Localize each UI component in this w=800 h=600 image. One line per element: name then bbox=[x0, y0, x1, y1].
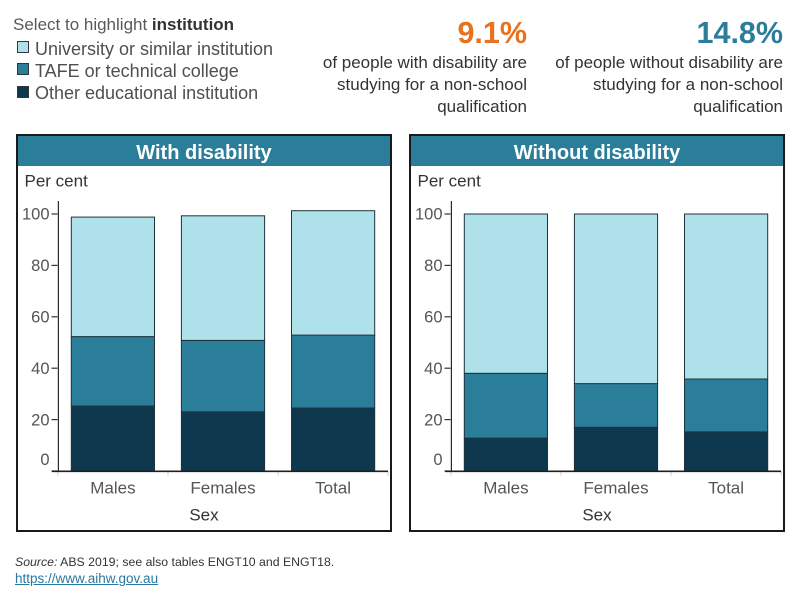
svg-text:Sex: Sex bbox=[582, 505, 612, 524]
svg-text:Total: Total bbox=[315, 478, 351, 497]
svg-text:20: 20 bbox=[424, 411, 442, 429]
svg-text:Sex: Sex bbox=[189, 505, 219, 524]
svg-text:80: 80 bbox=[424, 257, 442, 275]
svg-text:60: 60 bbox=[31, 309, 49, 327]
svg-text:Females: Females bbox=[190, 478, 255, 497]
svg-text:Total: Total bbox=[708, 478, 744, 497]
svg-text:80: 80 bbox=[31, 257, 49, 275]
svg-text:Per cent: Per cent bbox=[417, 172, 481, 191]
svg-text:60: 60 bbox=[424, 309, 442, 327]
svg-text:Per cent: Per cent bbox=[25, 172, 89, 191]
svg-text:Males: Males bbox=[90, 478, 135, 497]
svg-text:40: 40 bbox=[424, 360, 442, 378]
svg-text:Females: Females bbox=[583, 478, 648, 497]
svg-text:100: 100 bbox=[22, 206, 50, 224]
svg-text:0: 0 bbox=[40, 451, 49, 469]
svg-text:With disability: With disability bbox=[136, 142, 272, 164]
svg-text:Without disability: Without disability bbox=[513, 142, 680, 164]
svg-text:100: 100 bbox=[414, 206, 442, 224]
svg-text:20: 20 bbox=[31, 411, 49, 429]
svg-text:40: 40 bbox=[31, 360, 49, 378]
svg-text:0: 0 bbox=[433, 451, 442, 469]
svg-text:Males: Males bbox=[483, 478, 528, 497]
